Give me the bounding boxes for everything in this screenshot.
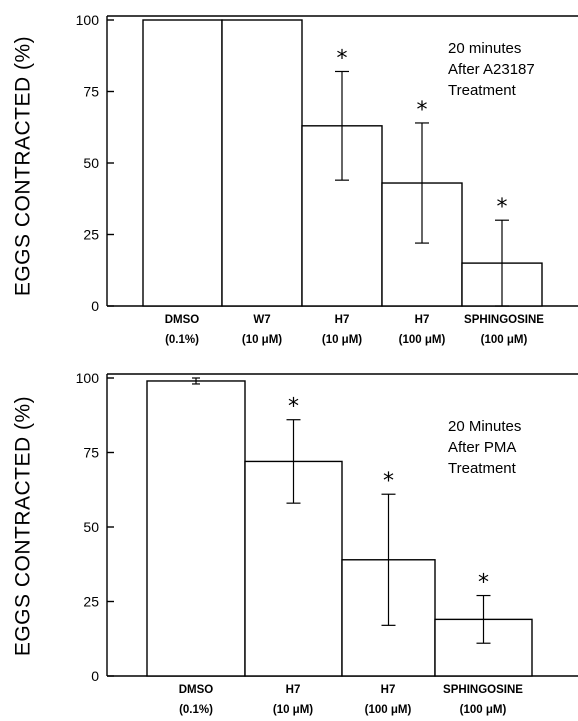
x-category-label: H7 (335, 314, 350, 326)
panel-top-a23187: 0 25 50 75 100 EGGS CONTRACTED (%) * * * DMSO (0.1… (12, 12, 578, 346)
significance-star: * (288, 395, 299, 420)
x-category-dose-label: (100 μM) (365, 704, 412, 716)
x-category-label: DMSO (179, 684, 214, 696)
y-tick-label: 100 (76, 370, 100, 386)
x-category-dose-label: (100 μM) (460, 704, 507, 716)
x-category-label: W7 (253, 314, 270, 326)
bar (221, 19, 303, 307)
y-tick-label: 50 (83, 519, 99, 535)
annotation-text: After PMA (448, 439, 516, 456)
annotation-text: After A23187 (448, 61, 535, 78)
significance-star: * (383, 469, 394, 494)
x-category-dose-label: (0.1%) (179, 704, 213, 716)
significance-star: * (417, 98, 428, 123)
x-category-label: H7 (381, 684, 396, 696)
y-tick-label: 25 (83, 594, 99, 610)
annotation-text: Treatment (448, 82, 517, 99)
annotation-text: 20 Minutes (448, 418, 521, 435)
x-category-dose-label: (10 μM) (322, 334, 362, 346)
significance-star: * (497, 195, 508, 220)
y-tick-label: 50 (83, 155, 99, 171)
significance-star: * (478, 571, 489, 596)
x-category-dose-label: (100 μM) (399, 334, 446, 346)
x-category-label: SPHINGOSINE (443, 684, 523, 696)
x-category-dose-label: (0.1%) (165, 334, 199, 346)
y-tick-label: 100 (76, 12, 100, 28)
x-category-label: DMSO (165, 314, 200, 326)
bar (142, 19, 223, 307)
bar (146, 380, 246, 677)
y-tick-label: 75 (83, 445, 99, 461)
annotation-text: Treatment (448, 460, 517, 477)
annotation-text: 20 minutes (448, 40, 521, 57)
x-category-dose-label: (10 μM) (273, 704, 313, 716)
x-category-label: SPHINGOSINE (464, 314, 544, 326)
y-axis-label: EGGS CONTRACTED (%) (12, 36, 35, 296)
y-tick-label: 75 (83, 84, 99, 100)
significance-star: * (337, 46, 348, 71)
x-category-label: H7 (286, 684, 301, 696)
y-tick-label: 25 (83, 227, 99, 243)
y-axis-label: EGGS CONTRACTED (%) (12, 396, 35, 656)
y-tick-label: 0 (91, 298, 99, 314)
panel-bottom-pma: 0 25 50 75 100 EGGS CONTRACTED (%) * * * DMSO (0.1… (12, 370, 578, 716)
x-category-dose-label: (100 μM) (481, 334, 528, 346)
x-category-dose-label: (10 μM) (242, 334, 282, 346)
y-tick-label: 0 (91, 668, 99, 684)
x-category-label: H7 (415, 314, 430, 326)
